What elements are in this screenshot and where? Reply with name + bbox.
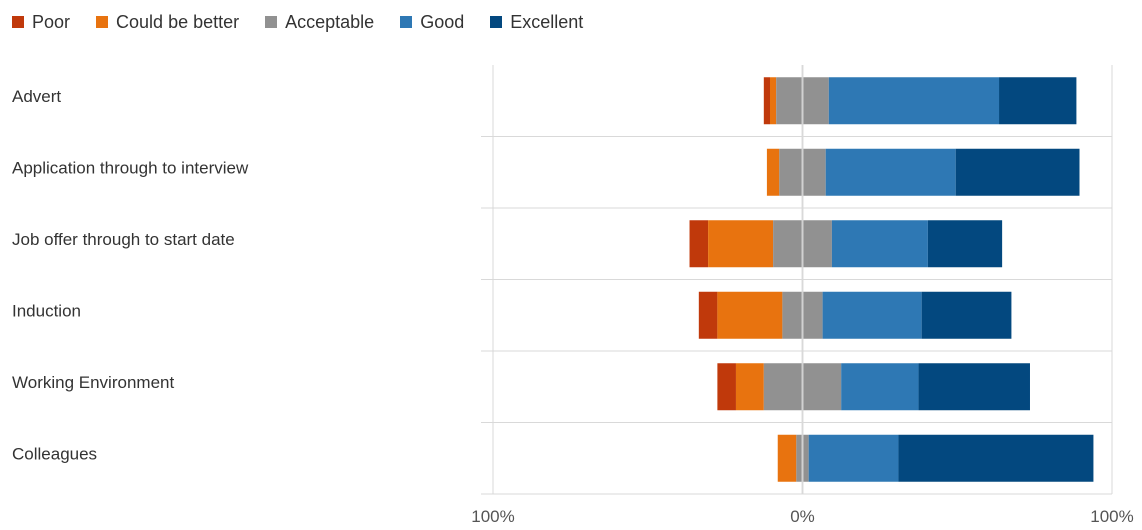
bar-segment <box>825 148 956 196</box>
legend-item: Excellent <box>490 12 583 33</box>
legend-item: Could be better <box>96 12 239 33</box>
bar-segment <box>831 220 928 268</box>
category-label: Job offer through to start date <box>12 230 235 249</box>
bar-segment <box>763 77 771 125</box>
bar-segment <box>841 363 919 411</box>
bar-segment <box>999 77 1077 125</box>
bar-segment <box>808 434 899 482</box>
bar-segment <box>822 291 922 339</box>
bar-segment <box>955 148 1080 196</box>
bar-segment <box>927 220 1003 268</box>
bar-segment <box>770 77 777 125</box>
legend-swatch <box>265 16 278 28</box>
legend: Poor Could be better Acceptable Good Excelle… <box>12 10 583 34</box>
legend-item: Good <box>400 12 464 33</box>
legend-item: Poor <box>12 12 70 33</box>
labels-layer: Advert Application through to interview Jo… <box>12 87 1134 526</box>
bar-segment <box>689 220 709 268</box>
legend-label: Poor <box>32 11 71 32</box>
legend-swatch <box>12 16 24 28</box>
category-label: Working Environment <box>12 373 174 392</box>
bar-segment <box>898 434 1094 482</box>
legend-item: Acceptable <box>265 12 374 33</box>
bars-layer <box>689 65 1094 494</box>
bar-segment <box>708 220 774 268</box>
legend-label: Acceptable <box>285 11 375 32</box>
x-tick-label: 0% <box>790 507 815 526</box>
legend-label: Could be better <box>116 11 240 32</box>
bar-segment <box>735 363 764 411</box>
category-label: Induction <box>12 302 81 321</box>
bar-segment <box>828 77 1000 125</box>
category-label: Application through to interview <box>12 159 249 178</box>
bar-segment <box>717 363 736 411</box>
bar-segment <box>717 291 783 339</box>
bar-segment <box>766 148 780 196</box>
bar-segment <box>698 291 718 339</box>
category-label: Advert <box>12 87 61 106</box>
legend-swatch <box>96 16 109 28</box>
category-label: Colleagues <box>12 445 97 464</box>
x-tick-label: 100% <box>471 507 514 526</box>
x-tick-label: 100% <box>1090 507 1133 526</box>
bar-segment <box>921 291 1012 339</box>
legend-label: Excellent <box>510 11 584 32</box>
legend-swatch <box>400 16 413 28</box>
bar-segment <box>777 434 797 482</box>
legend-swatch <box>490 16 503 28</box>
legend-label: Good <box>420 11 465 32</box>
grid-layer <box>481 65 1113 495</box>
bar-segment <box>918 363 1030 411</box>
